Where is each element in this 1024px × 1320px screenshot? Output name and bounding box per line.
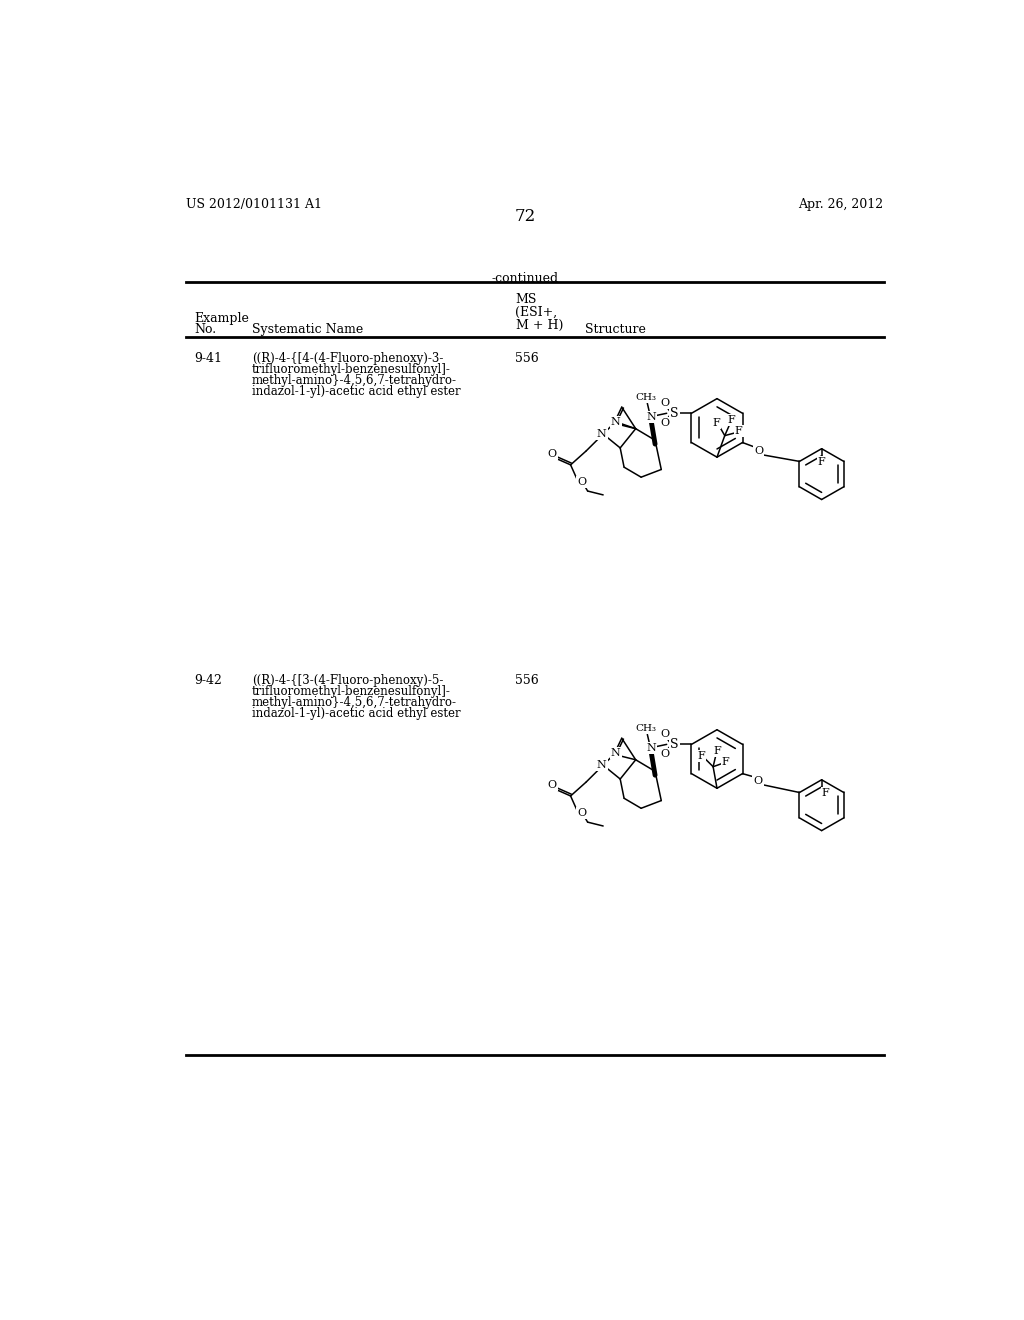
Text: N: N	[610, 748, 621, 758]
Text: N: N	[646, 412, 656, 422]
Text: methyl-amino}-4,5,6,7-tetrahydro-: methyl-amino}-4,5,6,7-tetrahydro-	[252, 374, 457, 387]
Text: O: O	[754, 776, 763, 787]
Text: F: F	[713, 418, 720, 428]
Text: 9-41: 9-41	[194, 352, 222, 366]
Text: S: S	[670, 738, 679, 751]
Text: Apr. 26, 2012: Apr. 26, 2012	[799, 198, 884, 211]
Text: ((R)-4-{[3-(4-Fluoro-phenoxy)-5-: ((R)-4-{[3-(4-Fluoro-phenoxy)-5-	[252, 675, 443, 688]
Text: trifluoromethyl-benzenesulfonyl]-: trifluoromethyl-benzenesulfonyl]-	[252, 685, 451, 698]
Text: F: F	[818, 457, 825, 467]
Text: 72: 72	[514, 209, 536, 226]
Text: O: O	[577, 477, 586, 487]
Text: CH₃: CH₃	[635, 392, 656, 401]
Text: O: O	[660, 730, 670, 739]
Text: O: O	[660, 399, 670, 408]
Text: Systematic Name: Systematic Name	[252, 323, 364, 337]
Text: ((R)-4-{[4-(4-Fluoro-phenoxy)-3-: ((R)-4-{[4-(4-Fluoro-phenoxy)-3-	[252, 352, 443, 366]
Text: (ESI+,: (ESI+,	[515, 306, 558, 319]
Text: MS: MS	[515, 293, 537, 306]
Text: S: S	[670, 407, 679, 420]
Text: indazol-1-yl)-acetic acid ethyl ester: indazol-1-yl)-acetic acid ethyl ester	[252, 385, 461, 397]
Text: O: O	[755, 446, 763, 455]
Text: O: O	[660, 750, 670, 759]
Text: No.: No.	[194, 323, 216, 337]
Text: US 2012/0101131 A1: US 2012/0101131 A1	[186, 198, 323, 211]
Text: indazol-1-yl)-acetic acid ethyl ester: indazol-1-yl)-acetic acid ethyl ester	[252, 706, 461, 719]
Text: -continued: -continued	[492, 272, 558, 285]
Text: Example: Example	[194, 313, 249, 326]
Text: O: O	[548, 780, 557, 791]
Text: N: N	[597, 429, 606, 440]
Text: F: F	[821, 788, 829, 797]
Text: CH₃: CH₃	[635, 723, 656, 733]
Text: 9-42: 9-42	[194, 675, 222, 688]
Text: F: F	[713, 746, 721, 756]
Text: N: N	[597, 760, 606, 770]
Text: O: O	[660, 418, 670, 428]
Text: 556: 556	[515, 675, 540, 688]
Text: N: N	[610, 417, 621, 426]
Text: trifluoromethyl-benzenesulfonyl]-: trifluoromethyl-benzenesulfonyl]-	[252, 363, 451, 376]
Text: F: F	[735, 426, 742, 436]
Text: F: F	[727, 416, 735, 425]
Text: N: N	[646, 743, 656, 754]
Text: M + H): M + H)	[515, 318, 563, 331]
Text: O: O	[548, 449, 557, 459]
Text: 556: 556	[515, 352, 540, 366]
Text: O: O	[577, 808, 586, 818]
Text: methyl-amino}-4,5,6,7-tetrahydro-: methyl-amino}-4,5,6,7-tetrahydro-	[252, 696, 457, 709]
Text: F: F	[697, 751, 706, 760]
Text: F: F	[722, 758, 729, 767]
Text: Structure: Structure	[586, 323, 646, 337]
